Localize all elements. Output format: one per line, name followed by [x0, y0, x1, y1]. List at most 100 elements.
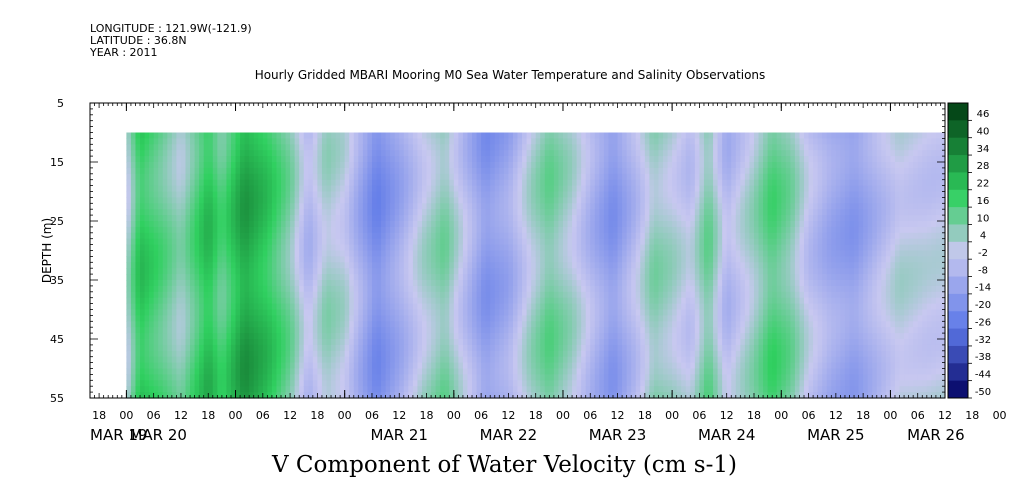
- heatmap-cell: [426, 256, 432, 263]
- heatmap-cell: [613, 132, 619, 139]
- heatmap-cell: [462, 368, 469, 375]
- heatmap-cell: [244, 280, 250, 287]
- heatmap-cell: [485, 144, 491, 151]
- heatmap-cell: [590, 368, 596, 375]
- heatmap-cell: [326, 309, 332, 316]
- heatmap-cell: [208, 350, 214, 358]
- heatmap-cell: [180, 185, 187, 193]
- heatmap-cell: [603, 138, 610, 145]
- heatmap-cell: [308, 173, 314, 181]
- heatmap-cell: [276, 339, 282, 346]
- heatmap-cell: [221, 262, 228, 269]
- heatmap-cell: [431, 221, 437, 228]
- heatmap-cell: [499, 215, 505, 222]
- heatmap-cell: [253, 179, 259, 187]
- heatmap-cell: [508, 268, 514, 275]
- heatmap-cell: [190, 244, 196, 252]
- heatmap-cell: [153, 209, 159, 216]
- heatmap-cell: [267, 274, 273, 281]
- heatmap-cell: [194, 374, 200, 381]
- heatmap-cell: [581, 297, 587, 305]
- heatmap-cell: [481, 303, 487, 311]
- heatmap-cell: [408, 209, 414, 216]
- heatmap-cell: [326, 221, 332, 228]
- heatmap-cell: [435, 280, 441, 287]
- heatmap-cell: [331, 321, 337, 328]
- heatmap-cell: [303, 250, 309, 257]
- heatmap-cell: [449, 256, 455, 263]
- heatmap-cell: [208, 173, 214, 181]
- heatmap-cell: [271, 197, 278, 204]
- heatmap-cell: [185, 232, 191, 240]
- heatmap-cell: [467, 203, 473, 210]
- heatmap-cell: [417, 285, 423, 293]
- heatmap-cell: [476, 250, 482, 257]
- heatmap-cell: [617, 362, 623, 370]
- heatmap-cell: [367, 173, 373, 181]
- heatmap-cell: [176, 185, 182, 193]
- heatmap-cell: [522, 250, 528, 257]
- heatmap-cell: [299, 215, 305, 222]
- heatmap-cell: [167, 209, 173, 216]
- heatmap-cell: [362, 209, 369, 216]
- heatmap-cell: [331, 333, 337, 340]
- heatmap-cell: [412, 315, 419, 322]
- heatmap-cell: [403, 309, 409, 316]
- heatmap-cell: [276, 268, 282, 275]
- heatmap-cell: [221, 232, 228, 240]
- heatmap-cell: [249, 238, 255, 246]
- heatmap-cell: [294, 386, 300, 393]
- heatmap-cell: [599, 297, 605, 305]
- heatmap-cell: [458, 274, 464, 281]
- heatmap-cell: [476, 162, 482, 169]
- heatmap-cell: [544, 374, 550, 381]
- heatmap-cell: [290, 280, 296, 287]
- heatmap-cell: [431, 209, 437, 216]
- heatmap-cell: [308, 285, 314, 293]
- heatmap-cell: [594, 327, 600, 334]
- heatmap-cell: [208, 333, 214, 340]
- heatmap-cell: [622, 274, 628, 281]
- heatmap-cell: [281, 209, 287, 216]
- heatmap-cell: [462, 185, 469, 193]
- heatmap-cell: [140, 138, 146, 145]
- heatmap-cell: [494, 368, 500, 375]
- heatmap-cell: [258, 280, 264, 287]
- heatmap-cell: [494, 297, 500, 305]
- heatmap-cell: [221, 309, 228, 316]
- heatmap-cell: [431, 250, 437, 257]
- heatmap-cell: [399, 244, 405, 252]
- heatmap-cell: [180, 215, 187, 222]
- heatmap-cell: [522, 268, 528, 275]
- heatmap-cell: [358, 156, 364, 163]
- heatmap-cell: [608, 244, 614, 252]
- heatmap-cell: [303, 321, 309, 328]
- heatmap-cell: [135, 274, 141, 281]
- heatmap-cell: [326, 268, 332, 275]
- heatmap-cell: [240, 327, 246, 334]
- heatmap-cell: [153, 132, 159, 139]
- heatmap-cell: [440, 386, 446, 393]
- heatmap-cell: [226, 167, 232, 175]
- heatmap-cell: [358, 274, 364, 281]
- heatmap-cell: [531, 162, 537, 169]
- heatmap-cell: [622, 244, 628, 252]
- heatmap-cell: [403, 256, 409, 263]
- heatmap-cell: [472, 280, 478, 287]
- heatmap-cell: [517, 291, 523, 299]
- heatmap-cell: [408, 144, 414, 151]
- heatmap-cell: [622, 285, 628, 293]
- heatmap-cell: [453, 344, 459, 352]
- heatmap-cell: [285, 179, 291, 187]
- heatmap-cell: [503, 356, 510, 364]
- heatmap-cell: [421, 197, 428, 204]
- heatmap-cell: [240, 150, 246, 157]
- heatmap-cell: [194, 232, 200, 240]
- heatmap-cell: [490, 350, 496, 358]
- heatmap-cell: [185, 167, 191, 175]
- heatmap-cell: [544, 191, 550, 198]
- heatmap-cell: [458, 350, 464, 358]
- heatmap-cell: [494, 327, 500, 334]
- heatmap-cell: [462, 173, 469, 181]
- heatmap-cell: [512, 156, 519, 163]
